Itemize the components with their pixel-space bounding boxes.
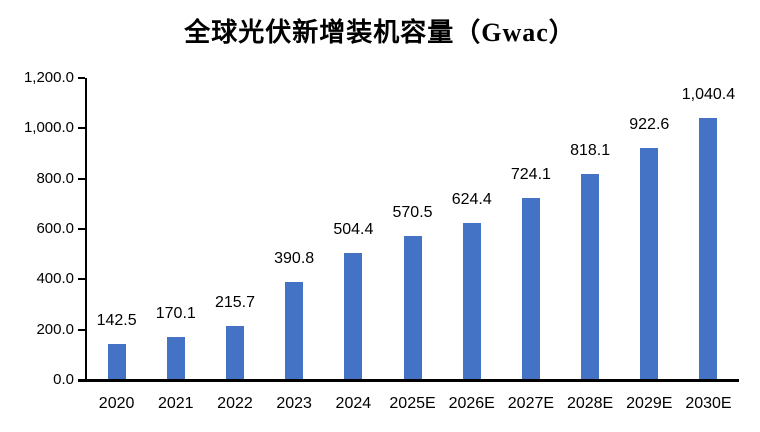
y-tick-label: 200.0 — [36, 320, 74, 338]
bar — [521, 197, 540, 380]
x-tick-label: 2020 — [98, 395, 135, 412]
y-tick-mark — [78, 278, 85, 281]
y-tick-label: 0.0 — [53, 371, 74, 388]
bar-value-label: 390.8 — [274, 249, 315, 267]
x-tick-label: 2025E — [389, 395, 436, 412]
bar — [225, 325, 244, 380]
y-tick-mark — [78, 328, 85, 331]
chart-title: 全球光伏新增装机容量（Gwac） — [184, 18, 576, 47]
bar-slot: 215.7 — [205, 78, 264, 380]
bar-value-label: 142.5 — [96, 312, 137, 330]
bar-slot: 818.1 — [561, 78, 620, 380]
y-tick-mark — [78, 77, 85, 79]
bar-slot: 624.4 — [442, 78, 501, 380]
bar-value-label: 1,040.4 — [681, 86, 736, 104]
bar-slot: 390.8 — [265, 78, 324, 380]
bar — [640, 147, 659, 380]
bar-slot: 570.5 — [383, 78, 442, 380]
bar-slot: 170.1 — [146, 78, 205, 380]
x-tick-label: 2027E — [507, 395, 555, 412]
y-tick-label: 400.0 — [36, 270, 74, 288]
y-axis-line — [85, 78, 87, 381]
x-tick-label: 2026E — [448, 395, 495, 412]
bar-value-label: 170.1 — [155, 305, 196, 323]
plot-area: 142.5 170.1 215.7 390.8 504.4 570.5 624.4 724.1… — [87, 78, 738, 380]
bar-value-label: 215.7 — [214, 293, 255, 311]
y-tick-label: 800.0 — [36, 169, 74, 187]
x-tick-label: 2022 — [217, 395, 253, 412]
x-axis-labels: 2020 2021 2022 2023 2024 2025E 2026E 2027E 2028E… — [87, 395, 738, 413]
bar — [581, 174, 600, 380]
x-tick-label: 2024 — [335, 395, 372, 412]
y-tick-mark — [78, 177, 85, 180]
y-tick-mark — [78, 127, 85, 130]
bar-slot: 504.4 — [324, 78, 383, 380]
bar — [107, 344, 126, 380]
bar — [403, 236, 422, 380]
bar-value-label: 724.1 — [510, 165, 551, 183]
x-tick-label: 2023 — [276, 395, 312, 412]
bar-value-label: 818.1 — [570, 142, 611, 160]
x-tick-label: 2029E — [626, 395, 673, 412]
bar-slot: 142.5 — [87, 78, 146, 380]
bar — [344, 253, 363, 380]
bar-value-label: 504.4 — [333, 221, 374, 239]
x-tick-label: 2030E — [685, 395, 732, 412]
x-axis-line — [78, 379, 739, 382]
y-tick-label: 600.0 — [36, 220, 74, 237]
bar-value-label: 922.6 — [629, 115, 670, 133]
bar-slot: 724.1 — [501, 78, 560, 380]
bar-slot: 922.6 — [620, 78, 679, 380]
bar-value-label: 624.4 — [451, 190, 492, 208]
bar-slot: 1,040.4 — [679, 78, 738, 380]
x-tick-label: 2021 — [157, 395, 194, 412]
bar — [285, 281, 304, 380]
bar — [166, 337, 185, 380]
y-tick-label: 1,000.0 — [23, 119, 74, 137]
bar — [462, 222, 481, 380]
x-tick-label: 2028E — [566, 395, 614, 412]
bar — [699, 118, 718, 380]
bar-value-label: 570.5 — [392, 204, 433, 222]
y-tick-label: 1,200.0 — [23, 69, 74, 86]
y-tick-mark — [78, 228, 85, 230]
